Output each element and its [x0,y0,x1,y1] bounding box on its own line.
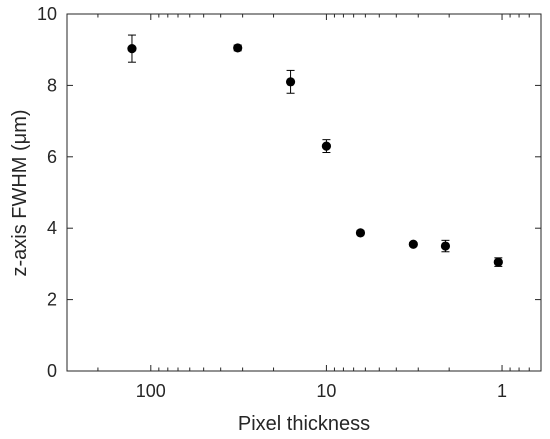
marker [321,141,332,151]
data-point [355,228,366,238]
data-point [285,69,296,94]
y-tick-label: 2 [47,290,57,310]
x-tick-label: 100 [136,381,166,401]
y-tick-label: 10 [37,4,57,24]
plot-area [66,13,542,372]
data-point [440,239,451,253]
marker [493,257,503,267]
y-tick-label: 0 [47,361,57,381]
y-axis-ticks: 0 2 4 6 8 10 [37,4,541,381]
y-tick-label: 4 [47,218,57,238]
x-tick-label: 1 [497,381,507,401]
x-axis-ticks: 100 10 1 [97,14,542,401]
data-point [127,34,137,63]
y-tick-label: 6 [47,147,57,167]
x-axis-title: Pixel thickness [238,413,370,435]
x-tick-label: 10 [316,381,336,401]
marker [355,228,366,238]
data-point [408,239,418,249]
data-point [321,139,332,154]
marker [408,239,418,249]
marker [127,44,137,54]
marker [285,77,296,87]
data-point [493,257,503,267]
y-tick-label: 8 [47,75,57,95]
marker [440,241,451,251]
data-points [127,34,503,267]
marker [233,43,243,53]
data-point [233,43,243,53]
plot-frame [66,13,542,372]
y-axis-title: z-axis FWHM (μm) [9,109,31,276]
